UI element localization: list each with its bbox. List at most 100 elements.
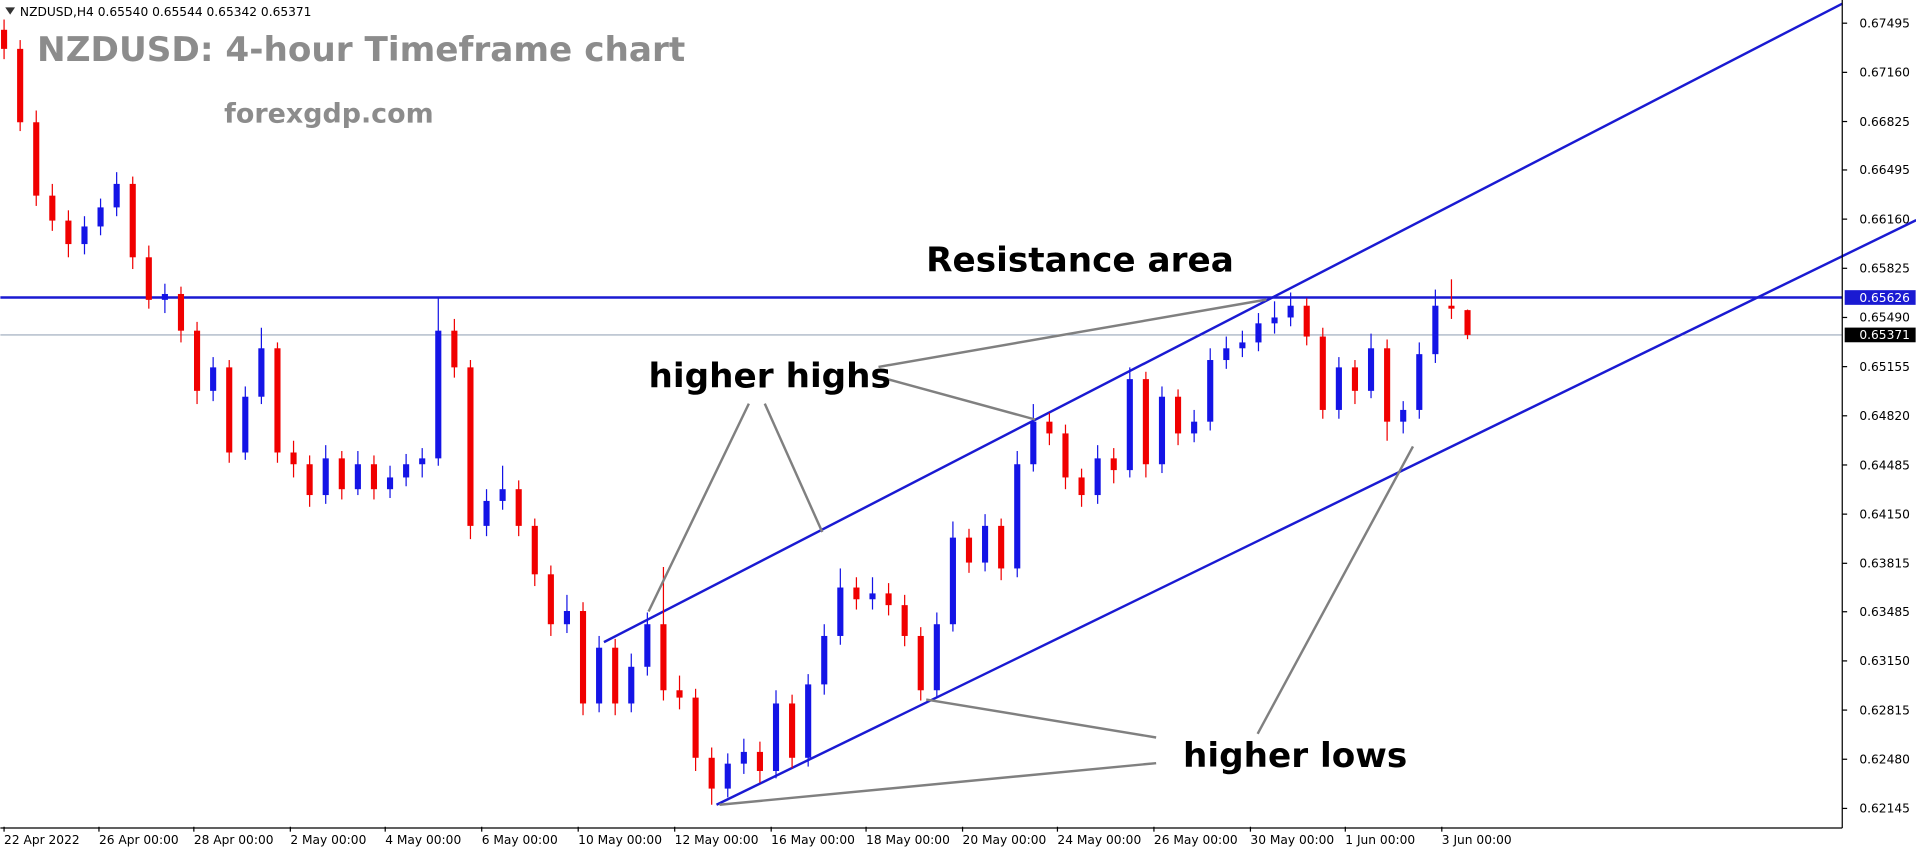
price-box-label: 0.65626 <box>1859 291 1910 305</box>
pointer-line <box>926 698 1157 739</box>
pointer-line <box>647 403 750 613</box>
candle-body <box>17 48 24 123</box>
candle-body <box>451 330 458 368</box>
candle-body <box>1335 367 1342 410</box>
pointer-line <box>719 761 1157 806</box>
candle-body <box>354 464 361 490</box>
annotation: higher lows <box>1183 736 1407 776</box>
candle-body <box>419 458 426 465</box>
candle-body <box>210 367 217 391</box>
candle-body <box>1416 354 1423 410</box>
candle-body <box>756 751 763 771</box>
candle-body <box>740 751 747 764</box>
y-tick-label: 0.64820 <box>1859 409 1910 423</box>
x-tick-label: 1 Jun 00:00 <box>1345 833 1415 847</box>
candle-body <box>193 330 201 391</box>
candle-body <box>1207 360 1214 422</box>
candle-body <box>1062 433 1069 478</box>
candle-body <box>97 207 104 227</box>
x-tick-label: 10 May 00:00 <box>578 833 662 847</box>
candle-body <box>161 293 168 300</box>
x-tick-label: 12 May 00:00 <box>675 833 759 847</box>
candle-body <box>515 489 522 526</box>
chart-subtitle: forexgdp.com <box>224 98 433 129</box>
x-tick-label: 30 May 00:00 <box>1250 833 1334 847</box>
price-box <box>1844 327 1916 343</box>
candle-body <box>1400 409 1407 422</box>
pointer-line <box>878 298 1267 369</box>
x-tick-label: 26 Apr 00:00 <box>99 833 179 847</box>
candle-body <box>49 195 56 221</box>
candle-body <box>1239 342 1246 349</box>
y-tick-label: 0.65825 <box>1859 262 1910 276</box>
x-tick-label: 4 May 00:00 <box>385 833 461 847</box>
candle-body <box>547 574 554 625</box>
candle-body <box>338 458 345 490</box>
header-icon <box>5 7 16 15</box>
candle-body <box>596 647 603 704</box>
x-tick-label: 18 May 00:00 <box>866 833 950 847</box>
y-tick-label: 0.62815 <box>1859 703 1910 717</box>
candle-body <box>1175 396 1182 434</box>
pointer-line <box>878 375 1036 421</box>
candle-body <box>531 525 538 575</box>
candle-body <box>258 348 265 397</box>
y-tick-label: 0.64485 <box>1859 458 1910 472</box>
candle-body <box>692 697 699 758</box>
candle-body <box>869 593 876 600</box>
candle-body <box>1367 348 1375 391</box>
x-tick-label: 26 May 00:00 <box>1154 833 1238 847</box>
candle-body <box>982 525 989 563</box>
trend-line <box>715 219 1916 806</box>
annotation: higher highs <box>649 357 891 397</box>
candle-body <box>1 29 8 49</box>
candle-body <box>1303 305 1310 337</box>
candle-body <box>901 605 908 636</box>
price-box-label: 0.65371 <box>1859 328 1910 342</box>
candle-body <box>1271 317 1278 324</box>
annotation-pointers <box>647 298 1415 806</box>
candle-body <box>1351 367 1359 391</box>
y-tick-label: 0.63150 <box>1859 654 1910 668</box>
candle-body <box>772 703 780 771</box>
candle-body <box>853 587 860 600</box>
candle-body <box>1191 421 1198 434</box>
x-tick-label: 6 May 00:00 <box>482 833 558 847</box>
candle-body <box>467 367 474 526</box>
candle-body <box>1464 310 1471 335</box>
pointer-line <box>1256 445 1415 735</box>
trend-line <box>603 2 1843 644</box>
candle-body <box>370 464 378 490</box>
candle-body <box>708 757 715 789</box>
x-tick-label: 28 Apr 00:00 <box>194 833 274 847</box>
candle-body <box>1142 379 1149 465</box>
candle-body <box>644 624 651 667</box>
candle-body <box>1014 464 1021 569</box>
candle-body <box>563 611 571 625</box>
candle-body <box>837 587 844 636</box>
candle-body <box>65 220 72 245</box>
candle-body <box>1255 323 1262 343</box>
candle-body <box>499 489 506 501</box>
candle-body <box>33 122 40 196</box>
y-tick-label: 0.64150 <box>1859 507 1910 521</box>
candle-body <box>1158 396 1166 465</box>
candle-body <box>1126 379 1133 471</box>
candle-body <box>1030 421 1037 465</box>
candle-body <box>177 293 185 331</box>
y-tick-label: 0.67160 <box>1859 66 1910 80</box>
candle-body <box>1432 305 1439 355</box>
candle-body <box>242 396 249 453</box>
candle-body <box>403 464 410 478</box>
candle-body <box>933 624 940 691</box>
candle-body <box>805 684 812 758</box>
candle-body <box>290 452 297 465</box>
annotation: Resistance area <box>926 241 1234 281</box>
candle-body <box>1046 421 1053 434</box>
candle-body <box>789 703 796 758</box>
candle-body <box>1078 477 1085 496</box>
candle-body <box>306 464 313 496</box>
x-tick-label: 20 May 00:00 <box>963 833 1047 847</box>
